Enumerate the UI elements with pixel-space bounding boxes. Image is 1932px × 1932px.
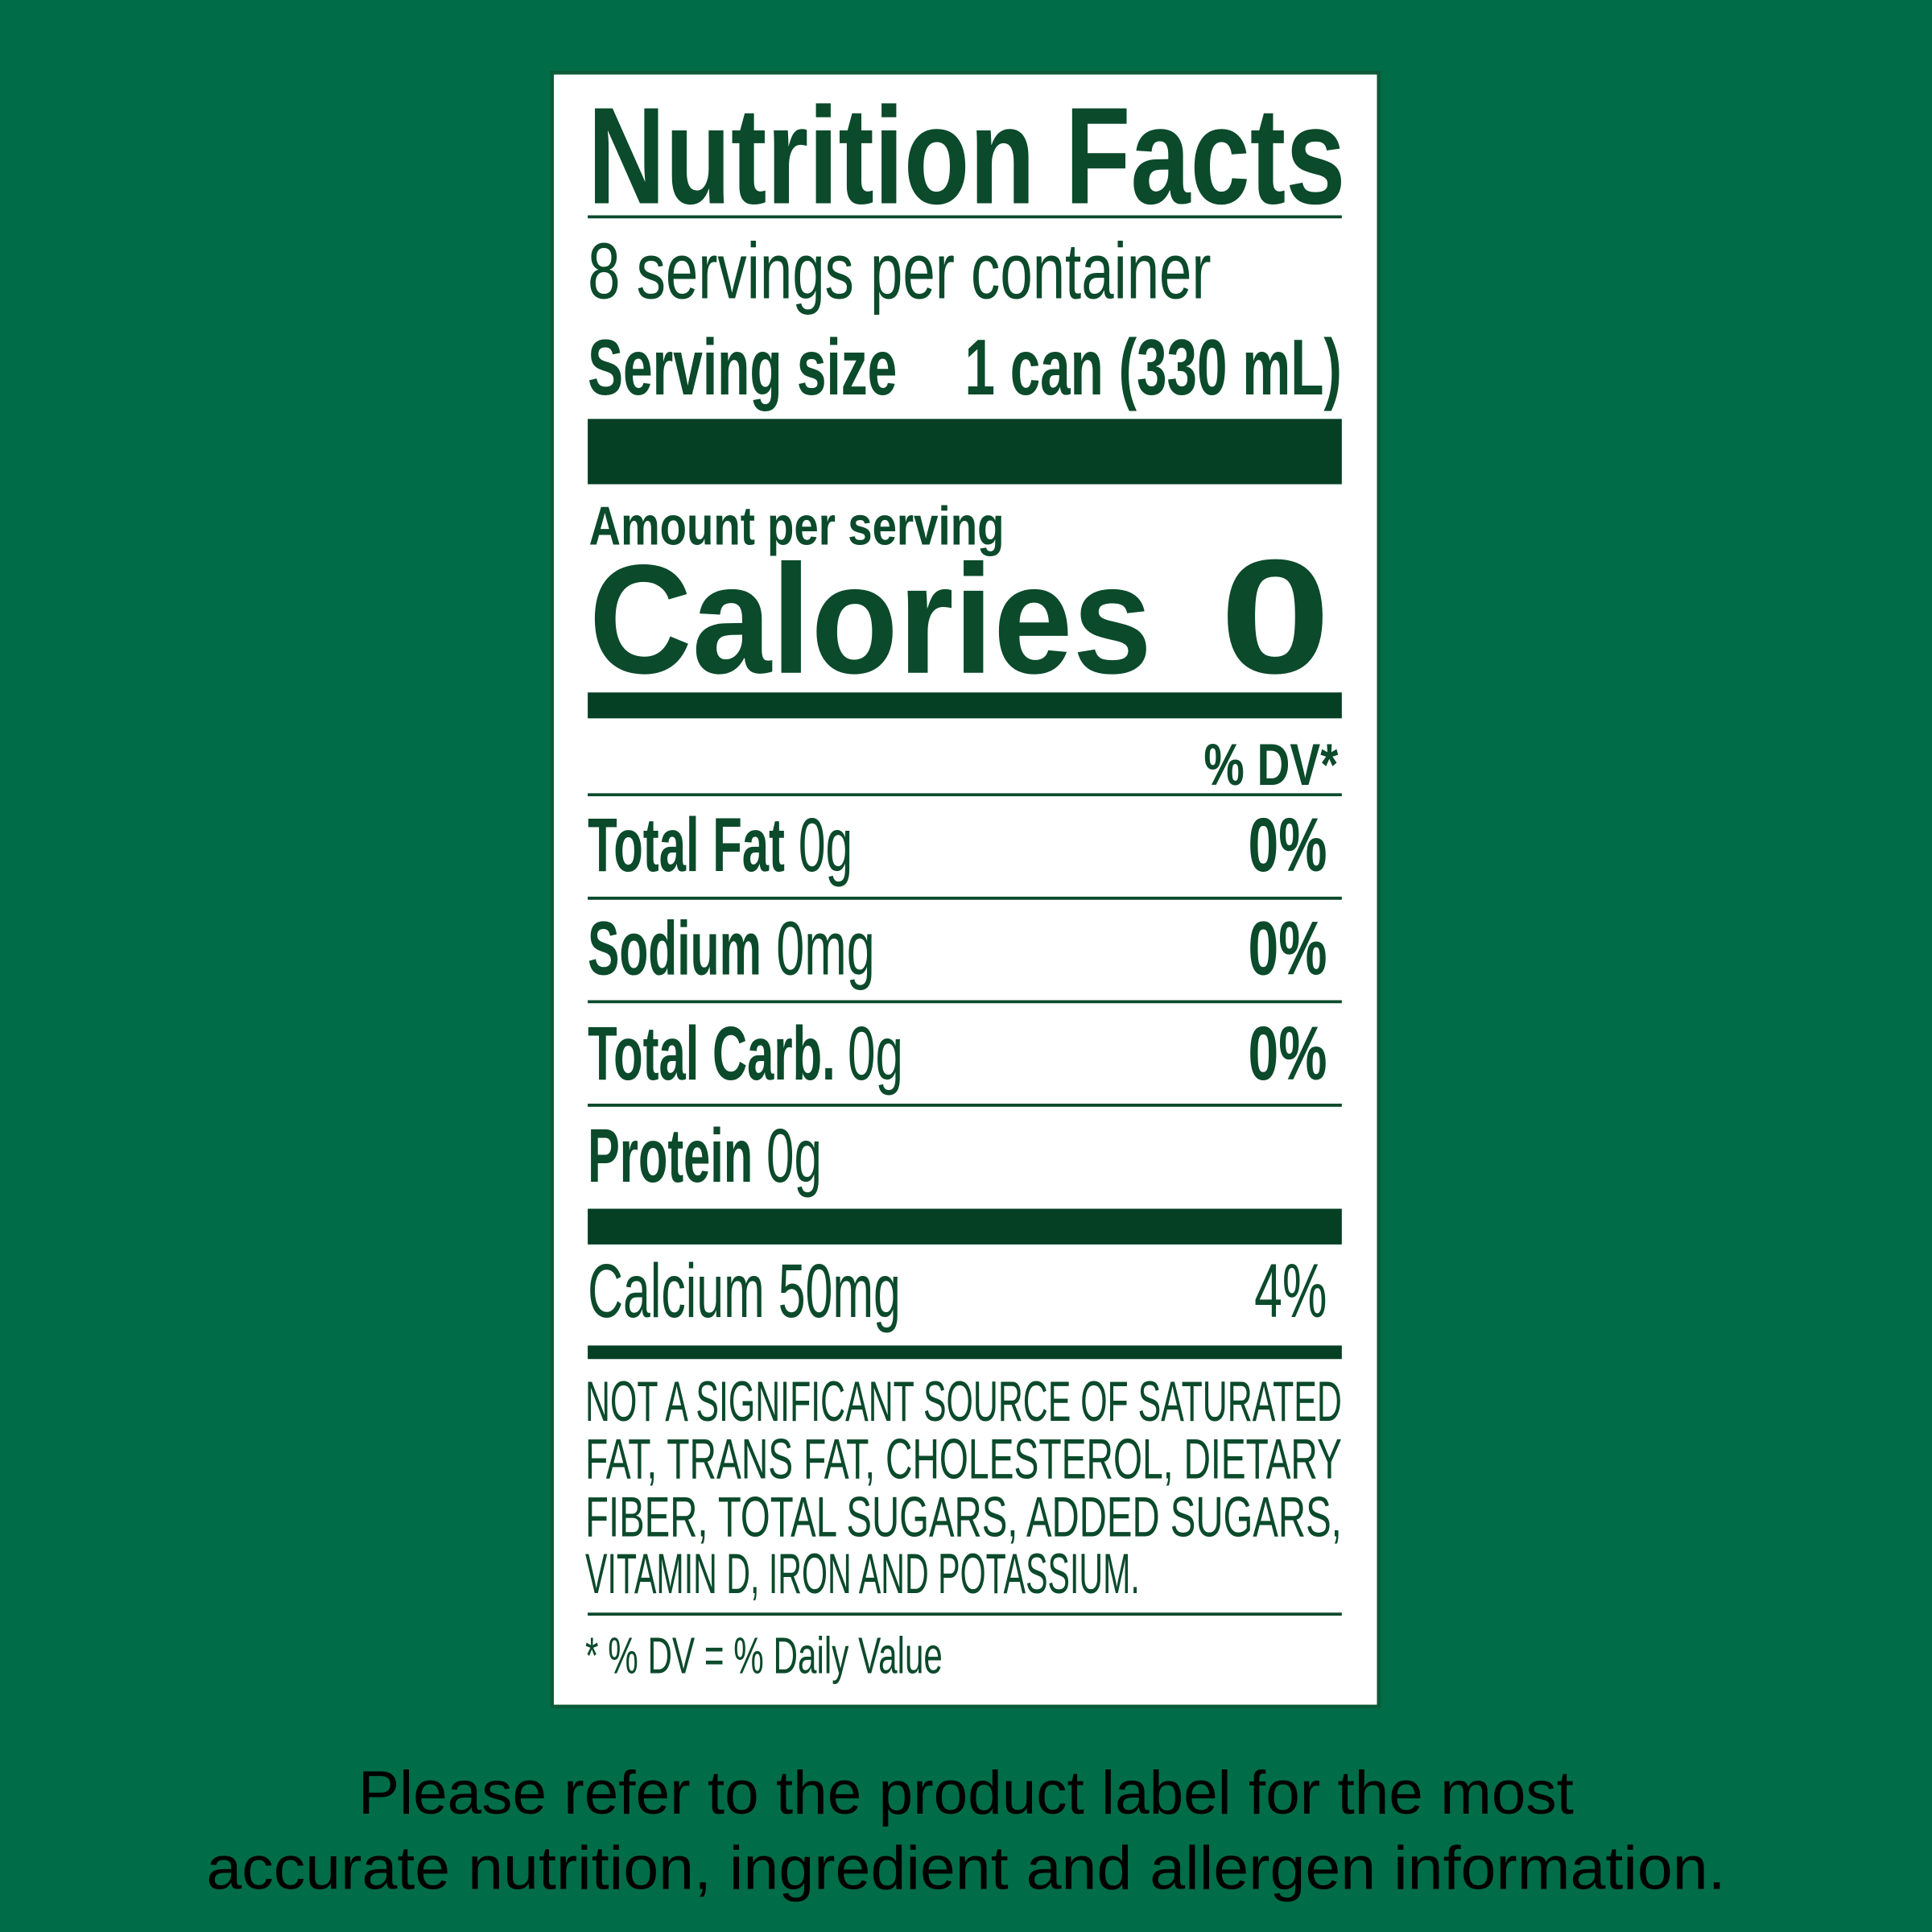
footnote-line: VITAMIN D, IRON AND POTASSIUM. xyxy=(585,1542,1140,1605)
serving-size-value: 1 can (330 mL) xyxy=(964,323,1341,411)
disclaimer-line: Please refer to the product label for th… xyxy=(358,1759,1574,1827)
nutrient-dv: 0% xyxy=(1249,1011,1327,1096)
calories-value: 0 xyxy=(1220,526,1331,708)
thick-bar xyxy=(588,1208,1342,1245)
calcium: Calcium 50mg xyxy=(588,1249,901,1334)
title: Nutrition Facts xyxy=(588,80,1345,233)
nutrient-amount: 0g xyxy=(799,803,852,888)
label-box xyxy=(550,71,1381,1709)
thick-bar xyxy=(588,1345,1342,1360)
thick-bar xyxy=(588,419,1342,485)
nutrient-name: Sodium xyxy=(588,906,762,992)
nutrient-name: Total Carb. xyxy=(588,1011,836,1096)
footnote-line: NOT A SIGNIFICANT SOURCE OF SATURATED xyxy=(585,1369,1342,1433)
servings: 8 servings per container xyxy=(588,226,1211,315)
disclaimer-line: accurate nutrition, ingredient and aller… xyxy=(206,1834,1725,1902)
serving-size-label: Serving size xyxy=(588,323,897,411)
nutrient-name: Protein xyxy=(588,1113,753,1199)
footnote-line: FIBER, TOTAL SUGARS, ADDED SUGARS, xyxy=(585,1485,1342,1549)
nutrient-amount: 0g xyxy=(848,1011,903,1096)
thick-bar xyxy=(588,692,1342,719)
calcium-dv: 4% xyxy=(1254,1249,1327,1334)
nutrient-name: Total Fat xyxy=(588,803,785,888)
nutrient-dv: 0% xyxy=(1249,803,1327,888)
nutrient-dv: 0% xyxy=(1249,906,1327,992)
amount-per-serving: Amount per serving xyxy=(589,497,1005,557)
footnote-line: FAT, TRANS FAT, CHOLESTEROL, DIETARY xyxy=(585,1427,1342,1491)
dv-note: * % DV = % Daily Value xyxy=(585,1627,943,1685)
nutrient-amount: 0mg xyxy=(776,906,874,992)
nutrient-amount: 0g xyxy=(766,1113,822,1199)
dv-header: % DV* xyxy=(1203,731,1338,798)
calories-label: Calories xyxy=(589,532,1152,706)
